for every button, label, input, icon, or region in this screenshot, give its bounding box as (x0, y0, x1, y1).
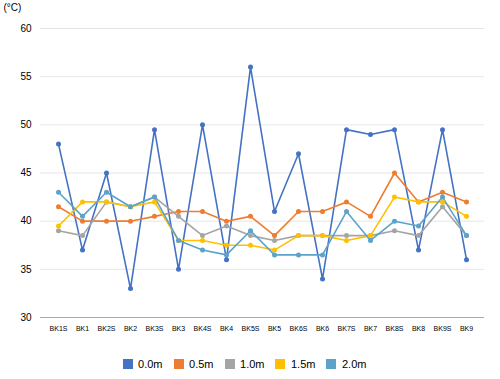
html-text:0.5m: 0.5m (189, 357, 214, 370)
svg-text:30: 30 (20, 312, 32, 323)
svg-text:60: 60 (20, 23, 32, 34)
svg-text:40: 40 (20, 215, 32, 226)
svg-text:BK2S: BK2S (98, 325, 116, 332)
svg-text:BK9S: BK9S (434, 325, 452, 332)
svg-text:BK6: BK6 (316, 325, 329, 332)
svg-text:BK4S: BK4S (194, 325, 212, 332)
html-text:1.5m: 1.5m (291, 357, 316, 370)
svg-text:35: 35 (20, 264, 32, 275)
svg-text:55: 55 (20, 71, 32, 82)
html-text:0.0m: 0.0m (138, 357, 163, 370)
svg-text:BK1: BK1 (76, 325, 89, 332)
html-text:1.0m: 1.0m (240, 357, 265, 370)
svg-text:BK8: BK8 (412, 325, 425, 332)
svg-text:BK1S: BK1S (50, 325, 68, 332)
svg-text:50: 50 (20, 119, 32, 130)
svg-text:BK3S: BK3S (146, 325, 164, 332)
svg-text:45: 45 (20, 167, 32, 178)
svg-text:BK5S: BK5S (242, 325, 260, 332)
svg-text:BK8S: BK8S (386, 325, 404, 332)
svg-text:BK2: BK2 (124, 325, 137, 332)
svg-text:BK6S: BK6S (290, 325, 308, 332)
svg-text:BK3: BK3 (172, 325, 185, 332)
html-text:2.0m: 2.0m (342, 357, 367, 370)
svg-text:BK7: BK7 (364, 325, 377, 332)
svg-text:(°C): (°C) (4, 2, 22, 13)
svg-text:BK9: BK9 (460, 325, 473, 332)
svg-text:BK4: BK4 (220, 325, 233, 332)
svg-text:BK5: BK5 (268, 325, 281, 332)
svg-text:BK7S: BK7S (338, 325, 356, 332)
